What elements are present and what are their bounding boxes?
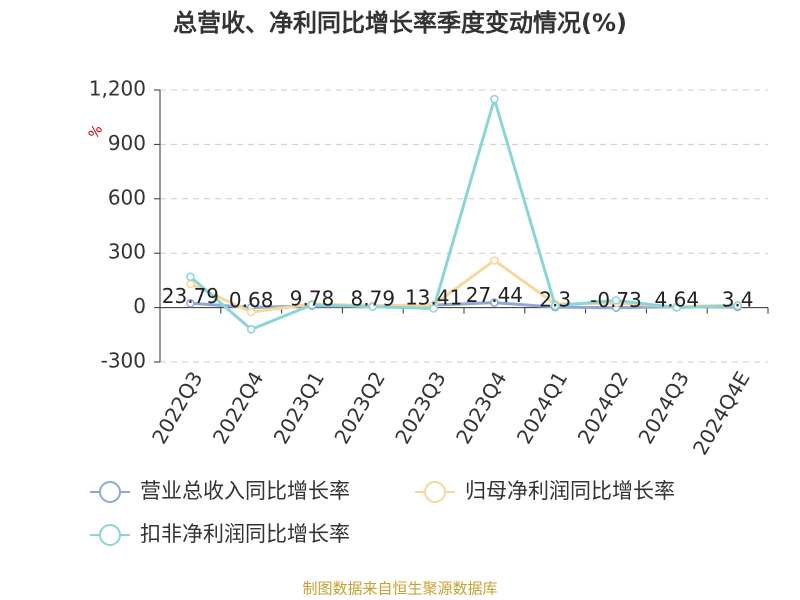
data-point bbox=[186, 299, 195, 308]
footer: 制图数据来自恒生聚源数据库 bbox=[302, 580, 497, 598]
y-tick-label: 1,200 bbox=[89, 77, 146, 101]
x-tick-label: 2024Q4E bbox=[688, 367, 755, 459]
x-tick-label: 2024Q3 bbox=[633, 367, 693, 448]
legend-marker bbox=[424, 481, 446, 503]
y-axis-label: % bbox=[86, 122, 107, 142]
data-point bbox=[246, 307, 256, 317]
data-point bbox=[611, 296, 621, 305]
y-tick-label: 900 bbox=[108, 131, 146, 155]
y-tick-label: 300 bbox=[108, 240, 146, 264]
x-tick-label: 2023Q3 bbox=[390, 367, 450, 448]
data-label: 9.78 bbox=[290, 286, 335, 310]
legend-marker bbox=[99, 524, 121, 546]
data-label: 2.3 bbox=[539, 288, 571, 312]
data-point bbox=[490, 94, 499, 104]
y-tick-label: 0 bbox=[133, 294, 146, 318]
data-point bbox=[672, 303, 682, 312]
chart-title: 总营收、净利同比增长率季度变动情况(%) bbox=[173, 9, 627, 37]
data-point bbox=[429, 304, 438, 313]
x-tick-label: 2022Q3 bbox=[147, 367, 207, 448]
data-point bbox=[490, 256, 499, 265]
x-tick-label: 2023Q4 bbox=[451, 367, 511, 448]
data-label: 0.68 bbox=[229, 288, 274, 312]
series-line bbox=[189, 93, 738, 332]
data-point bbox=[307, 300, 317, 310]
data-point bbox=[490, 298, 499, 307]
x-tick-label: 2024Q2 bbox=[573, 367, 633, 448]
legend-label: 归母净利润同比增长率 bbox=[465, 479, 675, 503]
data-point bbox=[186, 272, 195, 282]
x-tick-label: 2024Q1 bbox=[512, 367, 572, 448]
y-tick-label: 600 bbox=[108, 185, 146, 209]
data-label: 27.44 bbox=[466, 283, 523, 307]
legend-label: 营业总收入同比增长率 bbox=[140, 479, 350, 503]
legend-marker bbox=[99, 481, 121, 503]
data-label: 13.41 bbox=[405, 286, 462, 310]
legend-label: 扣非净利润同比增长率 bbox=[140, 522, 350, 546]
data-label: 4.64 bbox=[655, 287, 700, 311]
data-point bbox=[733, 301, 742, 311]
x-tick-label: 2023Q2 bbox=[329, 367, 389, 448]
data-point bbox=[368, 302, 378, 311]
x-tick-label: 2022Q4 bbox=[208, 367, 268, 448]
data-label: 3.4 bbox=[722, 287, 754, 311]
data-point bbox=[550, 301, 560, 311]
data-point bbox=[246, 325, 256, 334]
data-label: -0.73 bbox=[590, 288, 642, 312]
data-label: 23.79 bbox=[162, 284, 219, 308]
data-label: 8.79 bbox=[351, 287, 396, 311]
y-tick-label: -300 bbox=[101, 349, 146, 373]
x-tick-label: 2023Q1 bbox=[269, 367, 329, 448]
